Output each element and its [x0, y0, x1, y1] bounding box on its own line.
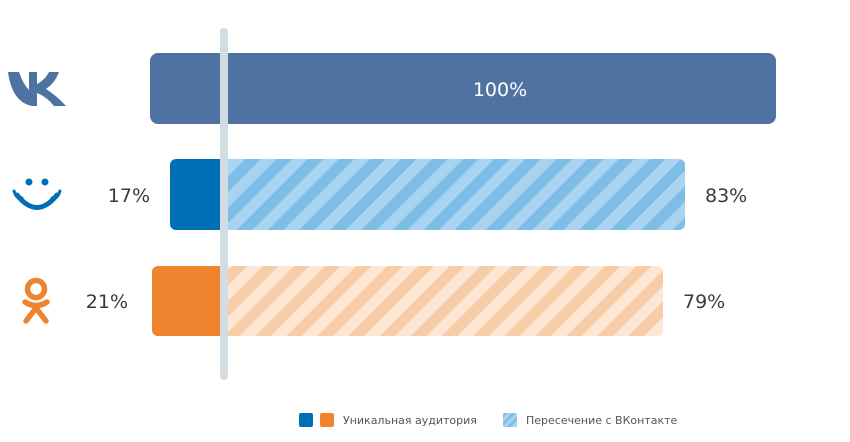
legend-label-overlap: Пересечение с ВКонтакте	[526, 414, 677, 427]
bar-vk-overlap	[150, 53, 776, 124]
bar-ok-overlap	[224, 266, 663, 336]
label-ok-overlap: 79%	[683, 291, 725, 313]
label-mail-unique: 17%	[108, 185, 150, 207]
ok-logo-icon	[22, 277, 50, 324]
axis-line	[220, 28, 228, 380]
bar-mail-unique	[170, 159, 230, 230]
label-mail-overlap: 83%	[705, 185, 747, 207]
legend-swatch-overlap	[503, 413, 517, 427]
label-vk-overlap: 100%	[473, 79, 527, 101]
bar-ok-unique	[152, 266, 230, 336]
legend-swatch-unique-blue	[299, 413, 313, 427]
bar-mail-overlap	[224, 159, 685, 230]
label-ok-unique: 21%	[86, 291, 128, 313]
vk-logo-icon	[8, 72, 66, 106]
legend-swatch-unique-orange	[320, 413, 334, 427]
legend-label-unique: Уникальная аудитория	[343, 414, 477, 427]
legend: Уникальная аудитория Пересечение с ВКонт…	[299, 413, 677, 427]
mail-smile-icon	[12, 178, 62, 210]
